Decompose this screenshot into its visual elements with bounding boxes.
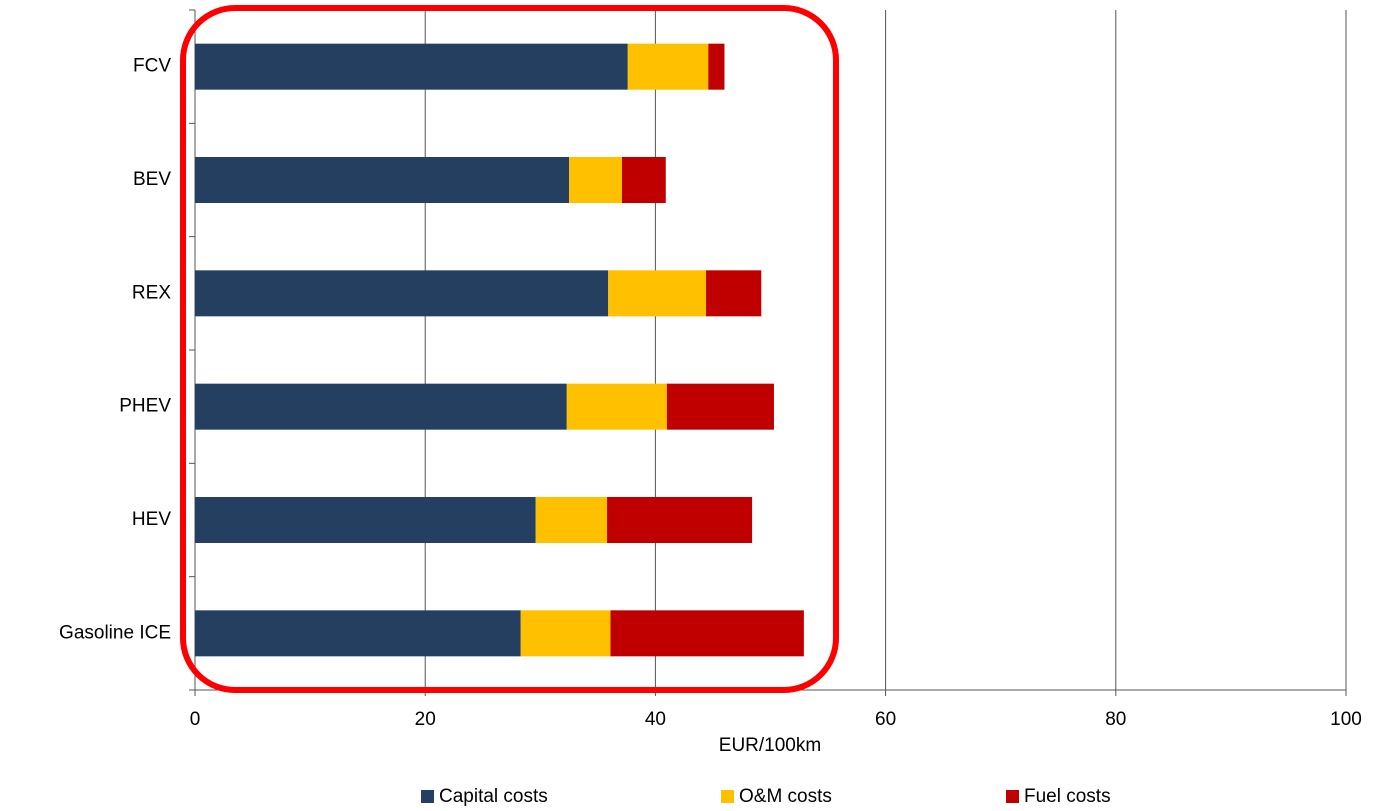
legend-label: Fuel costs — [1024, 786, 1111, 807]
legend-label: Capital costs — [439, 786, 548, 807]
bar-segment — [622, 157, 666, 203]
bar-segment — [569, 157, 623, 203]
legend-label: O&M costs — [739, 786, 832, 807]
bar-segment — [195, 383, 567, 430]
bar-segment — [195, 497, 536, 543]
bar-segment — [706, 270, 762, 317]
x-tick-label: 20 — [415, 709, 436, 730]
bar-segment — [566, 383, 667, 430]
y-tick-label: BEV — [133, 169, 171, 190]
x-axis-label: EUR/100km — [719, 735, 821, 756]
legend-swatch — [1006, 790, 1019, 803]
y-tick-label: HEV — [132, 509, 171, 530]
x-tick-label: 0 — [190, 709, 201, 730]
x-tick-label: 60 — [875, 709, 896, 730]
bar-segment — [608, 270, 707, 317]
bar-segment — [708, 43, 725, 90]
bar-segment — [535, 497, 608, 543]
y-tick-label: PHEV — [119, 396, 171, 417]
x-tick-label: 40 — [645, 709, 666, 730]
y-tick-label: Gasoline ICE — [59, 622, 171, 643]
bar-segment — [195, 610, 521, 657]
y-tick-label: REX — [132, 282, 171, 303]
legend-swatch — [721, 790, 734, 803]
bar-segment — [520, 610, 611, 657]
bar-segment — [666, 383, 774, 430]
bar-segment — [195, 157, 570, 203]
bar-segment — [195, 43, 628, 90]
legend-swatch — [421, 790, 434, 803]
plot-area: 0 20 40 60 80 100 FCV BEV REX PHEV HEV Gasoline ICE — [59, 9, 1362, 730]
x-tick-label: 80 — [1105, 709, 1126, 730]
bar-segment — [610, 610, 804, 657]
x-tick-label: 100 — [1330, 709, 1362, 730]
highlight-box — [180, 5, 839, 693]
y-tick-label: FCV — [133, 56, 171, 77]
bar-segment — [627, 43, 709, 90]
bar-segment — [195, 270, 609, 317]
bar-segment — [607, 497, 753, 543]
